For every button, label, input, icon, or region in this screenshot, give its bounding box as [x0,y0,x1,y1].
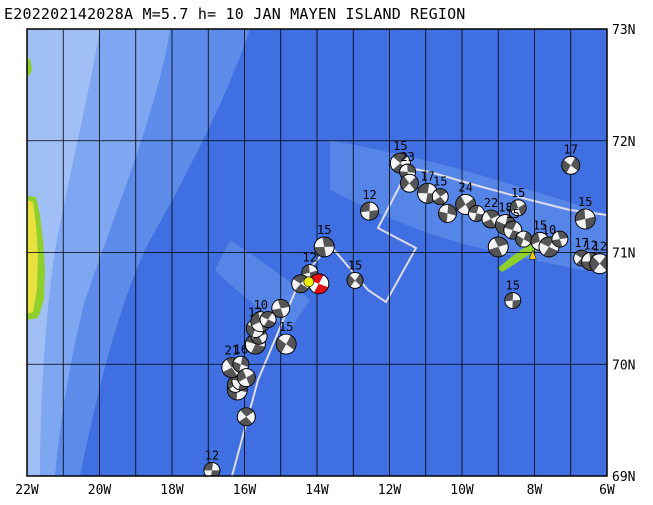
focal-mechanism-beachball [275,333,297,355]
focal-mechanism-beachball [574,208,596,230]
main-event-focal-mechanism [303,249,537,295]
longitude-tick-labels: 22W 20W 18W 16W 14W 12W 10W 8W 6W [15,483,615,498]
event-depth-label: 15 [317,223,331,237]
event-depth-label: 10 [254,298,268,312]
focal-mechanism-beachball [400,173,419,193]
event-depth-label: 17 [574,236,588,250]
focal-mechanism-beachball [360,201,379,221]
longitude-tick-label: 22W [15,483,39,498]
greenland-coast-highland [27,200,38,314]
graticule [27,29,607,476]
main-event-epicenter-dot [303,276,315,288]
longitude-tick-label: 20W [88,483,112,498]
event-depth-label: 24 [458,180,472,194]
event-depth-label: 12 [583,238,597,252]
event-depth-label: 15 [511,186,525,200]
event-depth-label: 17 [564,142,578,156]
map-frame [26,28,608,477]
latitude-tick-label: 73N [612,23,635,38]
event-depth-label: 12 [593,240,607,254]
latitude-tick-label: 72N [612,135,635,150]
map-title: E202202142028A M=5.7 h= 10 JAN MAYEN ISL… [4,5,466,23]
event-depth-label: 17 [420,169,434,183]
focal-mechanism-beachball [346,272,364,289]
focal-mechanism-beachball [313,236,335,258]
earthquake-events: 1221161213101512151512152317152422181515… [203,139,607,476]
event-depth-label: 15 [506,279,520,293]
event-depth-label: 15 [279,320,293,334]
focal-mechanism-beachball [504,292,522,309]
event-depth-label: 23 [400,150,414,164]
longitude-tick-label: 6W [599,483,615,498]
focal-mechanism-beachball [487,236,509,258]
longitude-tick-label: 14W [305,483,329,498]
volcano-marker [528,249,537,260]
event-depth-label: 16 [234,342,248,356]
event-depth-label: 15 [433,175,447,189]
longitude-tick-label: 8W [527,483,543,498]
focal-mechanism-beachball [271,298,291,318]
event-depth-label: 15 [348,258,362,272]
event-depth-label: 12 [303,251,317,265]
focal-mechanism-beachball [589,253,607,275]
latitude-tick-labels: 69N 70N 71N 72N 73N [612,23,635,485]
focal-mechanism-beachball [438,203,457,223]
latitude-tick-label: 69N [612,470,635,485]
event-depth-label: 12 [362,188,376,202]
event-depth-label: 15 [533,218,547,232]
focal-mechanism-beachball [236,407,256,427]
longitude-tick-label: 18W [160,483,184,498]
event-depth-label: 10 [542,223,556,237]
focal-mechanism-beachball [259,311,277,328]
focal-mechanism-beachball [551,230,569,248]
longitude-tick-label: 12W [378,483,402,498]
focal-mechanism-beachball [431,188,449,206]
longitude-tick-label: 10W [450,483,474,498]
event-depth-label: 15 [393,139,407,153]
latitude-tick-label: 70N [612,358,635,373]
focal-mechanism-beachball [509,199,527,217]
greenland-coast-fragment [27,58,32,76]
focal-mechanism-beachball [515,230,533,248]
focal-mechanism-beachball [561,155,581,175]
focal-mechanism-beachball [232,355,250,373]
event-depth-label: 18 [498,201,512,215]
focal-mechanism-beachball [203,462,221,476]
latitude-tick-label: 71N [612,247,635,262]
event-depth-label: 21 [225,344,239,358]
event-depth-label: 12 [205,448,219,462]
focal-mechanism-beachball [468,204,485,222]
longitude-tick-label: 16W [233,483,257,498]
focal-mechanism-beachball [236,368,256,388]
main-event-beachball [308,273,330,295]
event-depth-label: 15 [506,207,520,221]
event-depth-label: 15 [578,195,592,209]
event-depth-label: 22 [484,196,498,210]
